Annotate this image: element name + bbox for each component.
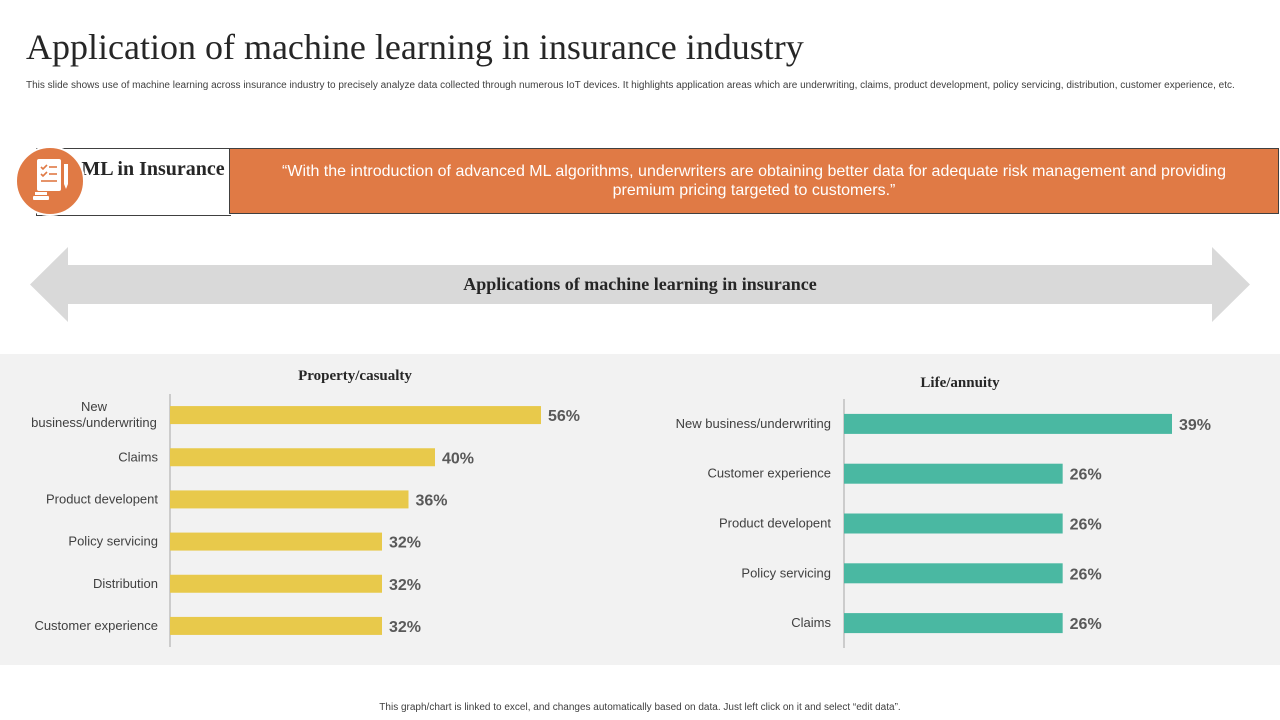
value-label: 26% [1070, 566, 1102, 583]
value-label: 26% [1070, 517, 1102, 534]
bar [170, 448, 435, 467]
value-label: 39% [1179, 417, 1211, 434]
arrow-label: Applications of machine learning in insu… [463, 274, 817, 294]
value-label: 32% [389, 619, 421, 636]
bar [844, 413, 1172, 434]
value-label: 56% [548, 408, 580, 425]
bar [170, 574, 382, 593]
category-label: Claims [791, 615, 831, 630]
chart-title: Property/casualty [298, 368, 412, 384]
bar [170, 406, 541, 425]
quote-text: “With the introduction of advanced ML al… [282, 163, 1226, 199]
value-label: 36% [416, 492, 448, 509]
value-label: 32% [389, 535, 421, 552]
slide-title: Application of machine learning in insur… [26, 27, 804, 67]
category-label: Distribution [93, 576, 158, 591]
bar [844, 463, 1063, 484]
category-label: Claims [118, 449, 158, 464]
category-label: New business/underwriting [31, 399, 157, 430]
slide-subtitle: This slide shows use of machine learning… [26, 80, 1235, 91]
quote-box: “With the introduction of advanced ML al… [229, 148, 1279, 214]
ml-label: ML in Insurance [81, 158, 225, 180]
category-label: New business/underwriting [676, 416, 831, 431]
value-label: 26% [1070, 467, 1102, 484]
category-label: Customer experience [707, 466, 831, 481]
bar [844, 613, 1063, 634]
life-annuity-chart: Life/annuity New business/underwriting 39%… [676, 375, 1211, 648]
property-casualty-chart: Property/casualty New business/underwritin… [31, 368, 580, 647]
category-label: Product developent [719, 516, 831, 531]
bar [170, 490, 409, 509]
bar [170, 532, 382, 551]
chart-title: Life/annuity [920, 375, 1000, 391]
value-label: 26% [1070, 616, 1102, 633]
category-label: Product developent [46, 491, 158, 506]
bar [844, 513, 1063, 534]
insurance-document-icon [33, 159, 68, 200]
chart-panel [0, 354, 1280, 665]
value-label: 40% [442, 450, 474, 467]
bar [844, 563, 1063, 584]
category-label: Policy servicing [68, 534, 158, 549]
bar [170, 616, 382, 635]
value-label: 32% [389, 577, 421, 594]
double-arrow-shape [30, 247, 1250, 322]
category-label: Policy servicing [741, 565, 831, 580]
ml-icon-circle [15, 146, 85, 216]
footer-note: This graph/chart is linked to excel, and… [379, 702, 901, 713]
category-label: Customer experience [34, 618, 158, 633]
